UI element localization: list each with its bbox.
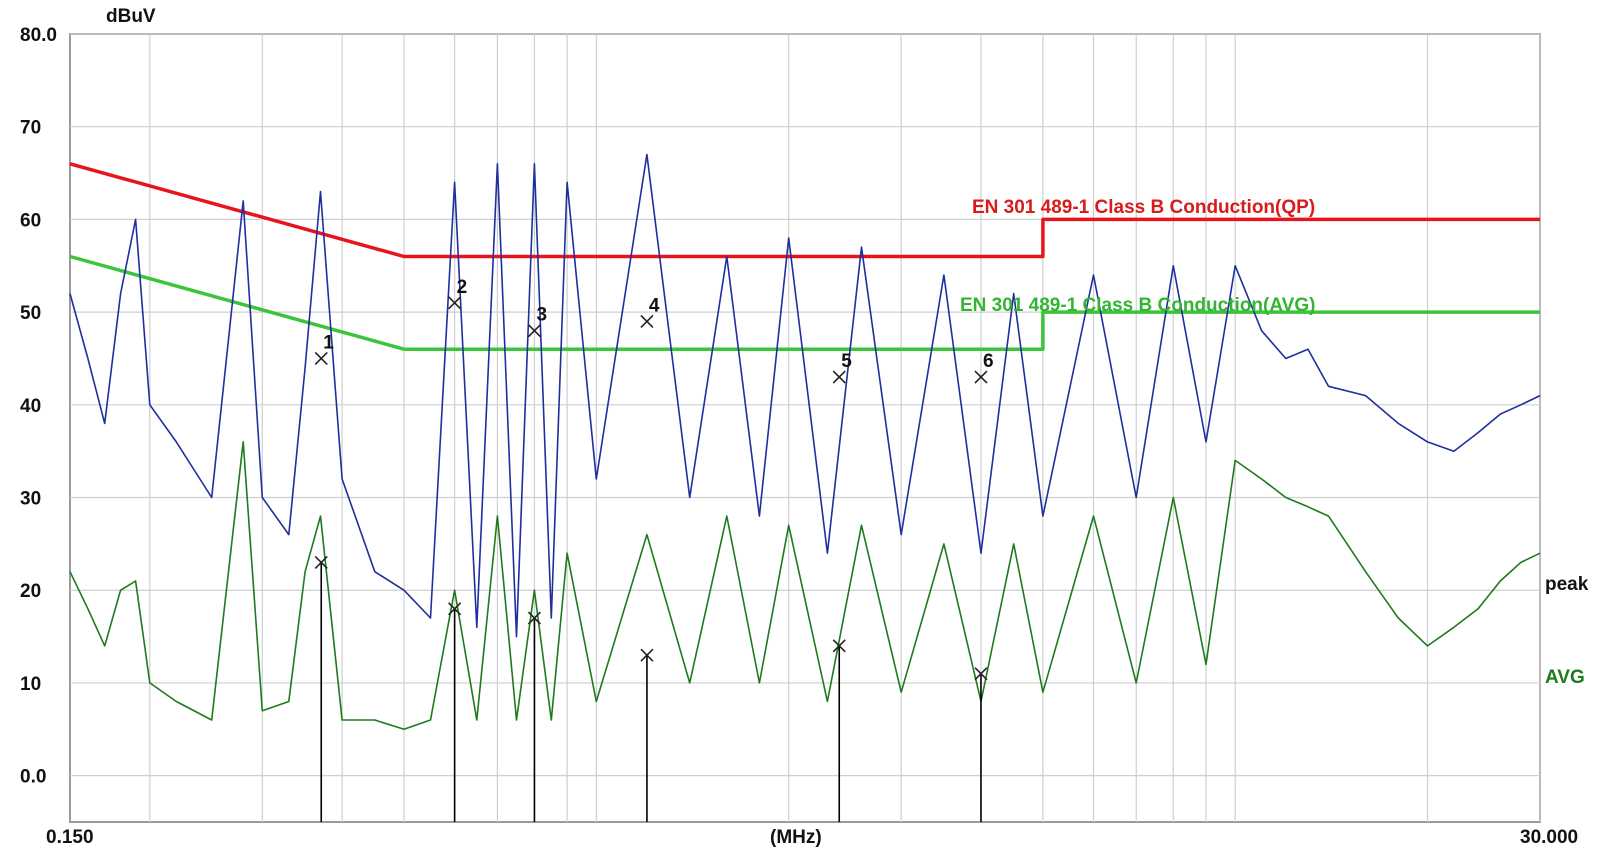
- avg-legend-label: AVG: [1545, 667, 1585, 688]
- marker-cross: [314, 555, 328, 569]
- y-axis-unit: dBuV: [106, 6, 156, 27]
- qp-limit-label: EN 301 489-1 Class B Conduction(QP): [972, 197, 1315, 218]
- plot-frame: [69, 33, 1541, 823]
- markers: 1 2 3 4 5 6: [314, 277, 994, 822]
- y-tick-label: 20: [20, 581, 41, 602]
- marker-label: 3: [536, 305, 547, 326]
- measurement-traces: [69, 153, 1541, 731]
- y-tick-label: 10: [20, 674, 41, 695]
- y-tick-label: 70: [20, 118, 41, 139]
- marker-cross: [314, 351, 328, 366]
- series-line-peak: [69, 153, 1541, 638]
- marker-cross: [640, 648, 654, 662]
- marker-cross: [448, 602, 462, 616]
- x-tick-right: 30.000: [1520, 827, 1578, 848]
- marker-label: 2: [457, 277, 468, 298]
- marker-label: 5: [841, 351, 852, 372]
- limit-lines: [69, 162, 1540, 351]
- series-line-en-301-489-1-class-b-conduction-qp-: [69, 162, 1540, 259]
- marker-label: 1: [323, 332, 334, 353]
- marker-label: 6: [983, 351, 994, 372]
- y-tick-label: 40: [20, 396, 41, 417]
- series-line-avg: [69, 441, 1541, 731]
- marker-cross: [974, 667, 988, 681]
- y-tick-label: 30: [20, 489, 41, 510]
- y-tick-label: 60: [20, 210, 41, 231]
- x-tick-left: 0.150: [46, 827, 94, 848]
- y-tick-label: 0.0: [20, 767, 46, 788]
- peak-legend-label: peak: [1545, 574, 1589, 595]
- marker-cross: [640, 314, 654, 328]
- marker-cross: [448, 296, 462, 310]
- y-axis-ticks: 80.0 70 60 50 40 30 20 10 0.0: [20, 25, 57, 788]
- y-tick-label: 80.0: [20, 25, 57, 46]
- x-axis-label: (MHz): [770, 827, 822, 848]
- y-tick-label: 50: [20, 303, 41, 324]
- marker-cross: [974, 370, 988, 384]
- series-line-en-301-489-1-class-b-conduction-avg-: [69, 254, 1540, 351]
- marker-label: 4: [649, 295, 660, 316]
- marker-cross: [527, 324, 542, 338]
- avg-limit-label: EN 301 489-1 Class B Conduction(AVG): [960, 295, 1315, 316]
- marker-cross: [832, 370, 846, 384]
- marker-cross: [832, 639, 846, 653]
- marker-cross: [527, 611, 542, 625]
